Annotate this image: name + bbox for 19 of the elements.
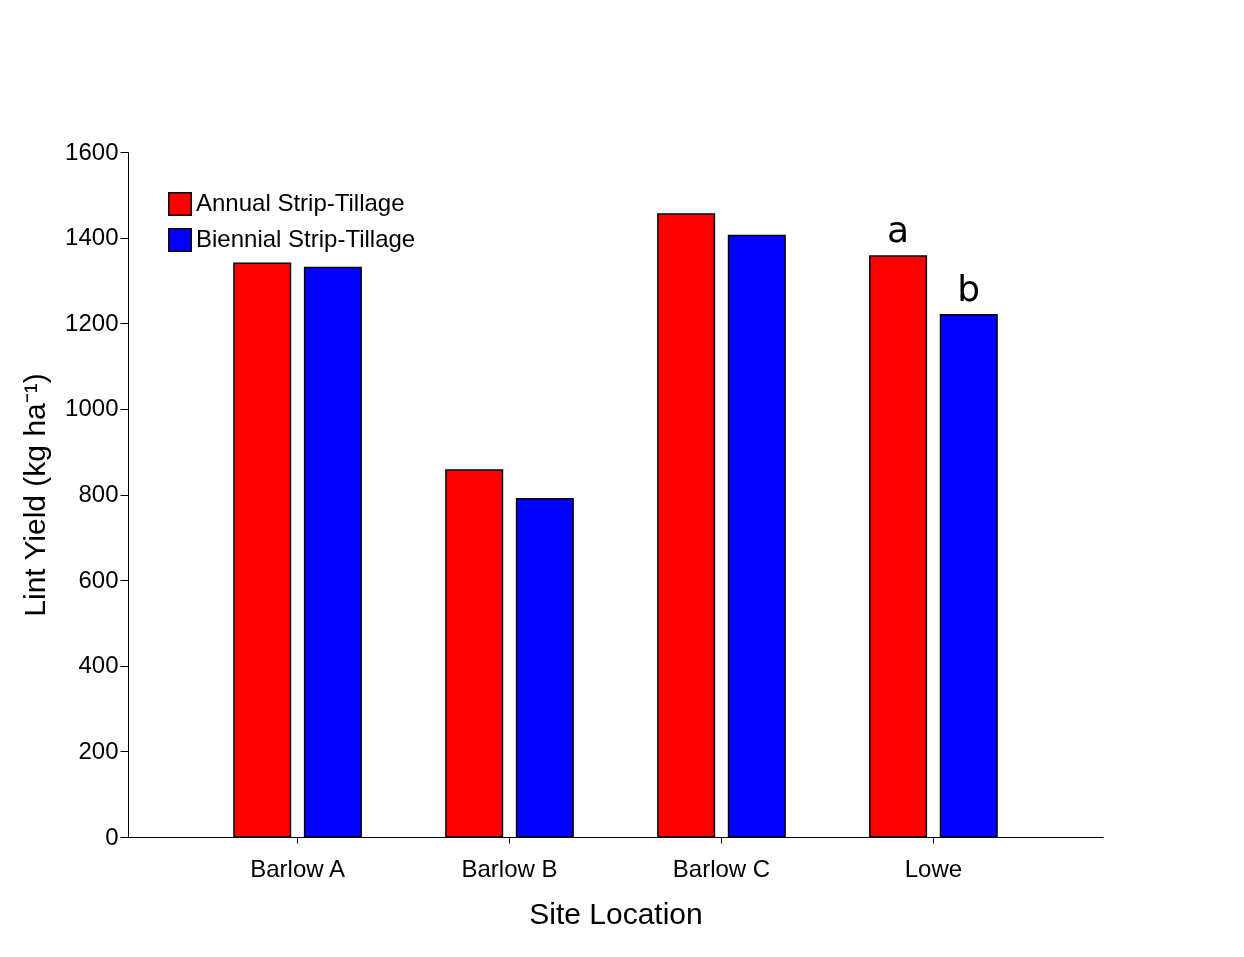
y-tick-label: 200 xyxy=(78,736,119,764)
y-tick-label: 0 xyxy=(105,822,119,850)
y-tick-label: 400 xyxy=(78,651,119,679)
x-axis-title: Site Location xyxy=(529,896,703,930)
y-tick-label: 1600 xyxy=(65,137,119,165)
y-tick-label: 800 xyxy=(78,480,119,507)
x-tick-label: Barlow C xyxy=(672,854,771,882)
x-tick-label: Barlow A xyxy=(250,854,345,882)
y-tick-label: 1200 xyxy=(65,308,119,336)
y-tick-label: 1000 xyxy=(65,394,119,422)
x-tick-label: Lowe xyxy=(904,854,963,882)
annotation: b xyxy=(957,267,981,309)
legend-label: Annual Strip-Tillage xyxy=(196,189,405,216)
y-axis-title: Lint Yield (kg ha⁻¹) xyxy=(18,373,52,617)
y-tick-label: 600 xyxy=(78,565,119,593)
y-tick-label: 1400 xyxy=(65,223,119,251)
x-tick-label: Barlow B xyxy=(461,854,558,882)
legend-label: Biennial Strip-Tillage xyxy=(196,225,416,252)
annotation: a xyxy=(887,209,910,251)
